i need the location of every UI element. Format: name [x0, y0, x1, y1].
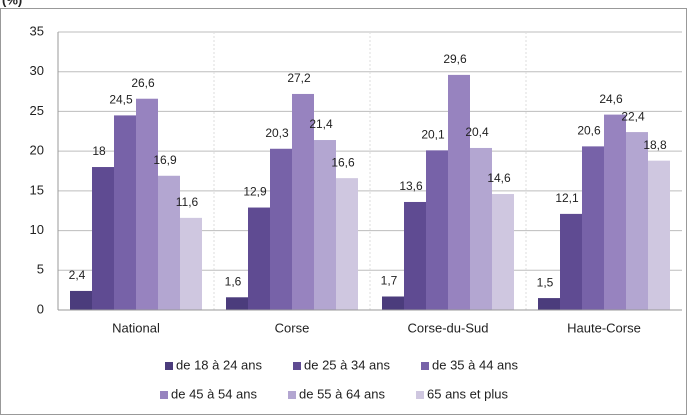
y-tick-label: 10 [30, 222, 44, 237]
legend-label: de 55 à 64 ans [299, 386, 386, 401]
value-label: 21,4 [309, 117, 333, 131]
value-label: 20,6 [577, 124, 601, 138]
chart-title: (%) [2, 0, 22, 7]
bar [136, 98, 158, 310]
value-label: 12,1 [555, 191, 579, 205]
bar [292, 93, 314, 310]
legend-swatch [160, 391, 168, 399]
legend-label: de 45 à 54 ans [171, 386, 258, 401]
y-tick-label: 25 [30, 103, 44, 118]
value-label: 1,6 [225, 274, 242, 288]
bar [470, 147, 492, 310]
value-label: 1,5 [537, 275, 554, 289]
legend-label: de 35 à 44 ans [432, 357, 519, 372]
bar [180, 217, 202, 310]
x-tick-label: Corse [275, 320, 310, 335]
bar [226, 297, 248, 310]
legend-swatch [421, 362, 429, 370]
y-tick-label: 5 [37, 262, 44, 277]
legend-swatch [416, 391, 424, 399]
bar [648, 160, 670, 310]
value-label: 11,6 [176, 195, 199, 209]
value-label: 20,1 [421, 128, 445, 142]
x-tick-label: National [112, 320, 160, 335]
bar [314, 140, 336, 310]
bar [604, 114, 626, 310]
legend-swatch [165, 362, 173, 370]
x-tick-label: Haute-Corse [567, 320, 641, 335]
bar [336, 178, 358, 310]
value-label: 22,4 [621, 109, 645, 123]
value-label: 16,6 [331, 155, 355, 169]
y-tick-label: 30 [30, 63, 44, 78]
value-label: 1,7 [381, 274, 398, 288]
value-label: 13,6 [399, 179, 423, 193]
value-label: 16,9 [153, 153, 177, 167]
bar [492, 194, 514, 310]
value-label: 18,8 [643, 138, 667, 152]
value-label: 18 [92, 144, 106, 158]
bar [426, 150, 448, 310]
bar [270, 148, 292, 310]
bar [538, 298, 560, 310]
y-tick-label: 15 [30, 182, 44, 197]
value-label: 20,3 [265, 126, 289, 140]
value-label: 27,2 [287, 71, 311, 85]
bar [92, 167, 114, 310]
bar [70, 290, 92, 310]
value-label: 24,6 [599, 92, 623, 106]
bar [560, 213, 582, 310]
x-tick-label: Corse-du-Sud [408, 320, 489, 335]
bar [626, 132, 648, 310]
bar [114, 115, 136, 311]
value-label: 12,9 [243, 185, 267, 199]
legend-label: de 18 à 24 ans [176, 357, 263, 372]
bar [404, 201, 426, 310]
y-tick-label: 35 [30, 23, 44, 38]
value-label: 2,4 [69, 268, 86, 282]
legend-swatch [288, 391, 296, 399]
y-tick-label: 0 [37, 301, 44, 316]
legend-label: 65 ans et plus [427, 386, 508, 401]
bar [158, 175, 180, 310]
bar [382, 296, 404, 310]
value-label: 24,5 [109, 93, 133, 107]
y-tick-label: 20 [30, 143, 44, 158]
legend-swatch [293, 362, 301, 370]
bar [448, 74, 470, 311]
value-label: 20,4 [465, 125, 489, 139]
value-label: 29,6 [443, 52, 467, 66]
legend-label: de 25 à 34 ans [304, 357, 391, 372]
value-label: 26,6 [131, 76, 155, 90]
value-label: 14,6 [487, 171, 511, 185]
bar [248, 207, 270, 310]
bar [582, 146, 604, 310]
